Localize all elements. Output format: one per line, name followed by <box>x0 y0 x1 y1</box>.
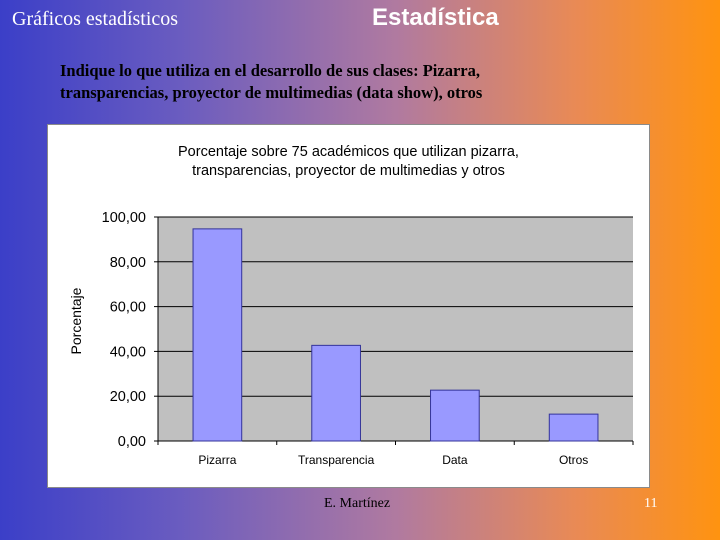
x-tick-label: Transparencia <box>298 453 375 467</box>
x-tick-label: Pizarra <box>198 453 236 467</box>
chart-title-line-1: Porcentaje sobre 75 académicos que utili… <box>178 144 519 160</box>
y-tick-label: 80,00 <box>110 255 146 271</box>
chart-title: Porcentaje sobre 75 académicos que utili… <box>48 143 649 181</box>
y-tick-label: 40,00 <box>110 344 146 360</box>
bar <box>548 413 599 442</box>
chart-title-line-2: transparencias, proyector de multimedias… <box>192 163 505 179</box>
y-tick-label: 60,00 <box>110 300 146 316</box>
bar-chart: 0,00 20,00 40,00 60,00 80,00 100,00 Pizarra Tra… <box>68 210 634 467</box>
bar <box>192 228 243 442</box>
bar <box>311 344 361 442</box>
chart-frame: Porcentaje sobre 75 académicos que utili… <box>47 124 650 488</box>
y-axis-title: Porcentaje <box>68 287 84 354</box>
bar <box>430 389 480 442</box>
y-tick-label: 0,00 <box>118 434 146 450</box>
page-number: 11 <box>644 496 658 511</box>
x-tick-label: Otros <box>559 453 588 467</box>
section-label: Gráficos estadísticos <box>12 8 179 30</box>
question-line-1: Indique lo que utiliza en el desarrollo … <box>60 61 480 80</box>
y-tick-label: 20,00 <box>110 389 146 405</box>
slide-title: Estadística <box>372 4 499 31</box>
y-tick-label: 100,00 <box>102 210 146 226</box>
question-text: Indique lo que utiliza en el desarrollo … <box>60 60 660 104</box>
footer-author: E. Martínez <box>324 496 391 511</box>
x-tick-label: Data <box>442 453 468 467</box>
question-line-2: transparencias, proyector de multimedias… <box>60 83 483 102</box>
